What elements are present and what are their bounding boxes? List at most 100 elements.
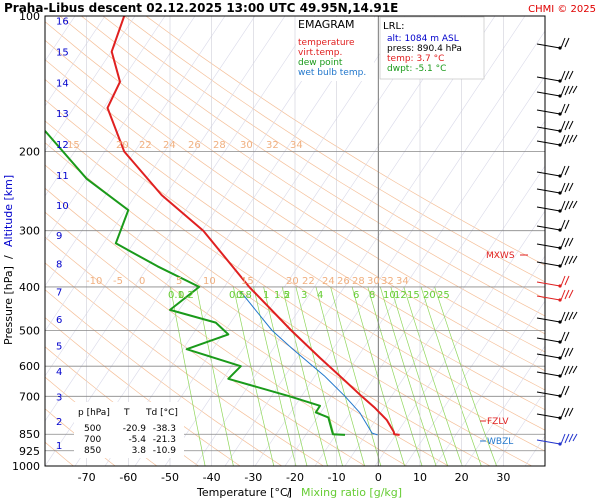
dry-adiabat-label: 20 (116, 140, 129, 151)
dry-adiabat-label: 34 (396, 276, 409, 287)
y-tick-label: 300 (19, 225, 40, 238)
legend-wet-bulb: wet bulb temp. (298, 68, 366, 78)
mixing-ratio-label: 3 (301, 290, 307, 301)
dry-adiabat-label: 10 (203, 276, 216, 287)
altitude-label: 15 (56, 47, 69, 58)
lrl-alt: alt: 1084 m ASL (387, 34, 459, 44)
legend-virt-temp: virt.temp. (298, 48, 342, 58)
altitude-label: 3 (56, 392, 62, 403)
altitude-label: 16 (56, 17, 69, 28)
altitude-label: 7 (56, 288, 62, 299)
dry-adiabat-label: 5 (176, 276, 182, 287)
mixing-ratio-label: 25 (437, 290, 450, 301)
altitude-label: 1 (56, 441, 62, 452)
x-tick-label: -10 (328, 471, 346, 484)
dry-adiabat-label: 15 (241, 276, 254, 287)
table-cell: 850 (84, 446, 101, 456)
altitude-label: 8 (56, 260, 62, 271)
dry-adiabat-label: 26 (337, 276, 350, 287)
x-tick-label: 0 (375, 471, 382, 484)
legend-temperature: temperature (298, 38, 355, 48)
x-axis-label-sep: / (287, 486, 291, 499)
table-cell: -38.3 (153, 424, 176, 434)
mixing-ratio-label: 20 (423, 290, 436, 301)
marker-wbzl: WBZL (487, 437, 513, 447)
altitude-label: 6 (56, 315, 62, 326)
lrl-dwpt: dwpt: -5.1 °C (387, 64, 446, 74)
x-tick-label: -20 (286, 471, 304, 484)
lrl-heading: LRL: (383, 21, 404, 32)
altitude-label: 13 (56, 109, 69, 120)
y-tick-label: 1000 (12, 460, 40, 473)
altitude-label: 10 (56, 201, 69, 212)
y-axis-label-pressure: Pressure [hPa] (2, 266, 15, 345)
mixing-ratio-label: 8 (369, 290, 375, 301)
dry-adiabat-label: 0 (139, 276, 145, 287)
altitude-label: 14 (56, 78, 69, 89)
dry-adiabat-label: -5 (113, 276, 123, 287)
dry-adiabat-label: -10 (86, 276, 102, 287)
dry-adiabat-label: 26 (188, 140, 201, 151)
x-tick-label: -60 (119, 471, 137, 484)
legend-dew-point: dew point (298, 58, 343, 68)
x-axis-label-mix: Mixing ratio [g/kg] (301, 486, 402, 499)
table-cell: 700 (84, 435, 101, 445)
y-tick-label: 200 (19, 145, 40, 158)
legend-heading: EMAGRAM (298, 18, 355, 31)
table-header-td: Td [°C] (145, 408, 178, 418)
mixing-ratio-label: 2 (284, 290, 290, 301)
mixing-ratio-label: 0.8 (236, 290, 252, 301)
marker-fzlv: FZLV (487, 417, 509, 427)
x-axis-label-temp: Temperature [°C] (196, 486, 292, 499)
altitude-label: 4 (56, 367, 62, 378)
chart-title: Praha-Libus descent 02.12.2025 13:00 UTC… (4, 1, 398, 15)
dry-adiabat-label: 22 (302, 276, 315, 287)
table-cell: -5.4 (128, 435, 146, 445)
dry-adiabat-label: 24 (163, 140, 176, 151)
dry-adiabat-label: 32 (266, 140, 279, 151)
y-tick-label: 600 (19, 360, 40, 373)
x-tick-label: 20 (455, 471, 469, 484)
y-axis-label-alt: Altitude [km] (2, 175, 15, 247)
x-tick-label: -40 (203, 471, 221, 484)
dry-adiabat-label: 20 (286, 276, 299, 287)
x-tick-label: 10 (413, 471, 427, 484)
sounding-table: p [hPa] T Td [°C] 500 -20.9 -38.3 700 -5… (74, 402, 184, 458)
dry-adiabat-label: 30 (240, 140, 253, 151)
lrl-temp: temp: 3.7 °C (387, 54, 444, 64)
table-cell: 500 (84, 424, 101, 434)
table-cell: -10.9 (153, 446, 177, 456)
altitude-label: 5 (56, 341, 62, 352)
mixing-ratio-label: 6 (353, 290, 359, 301)
mixing-ratio-label: 15 (407, 290, 420, 301)
dry-adiabat-label: 28 (352, 276, 365, 287)
dry-adiabat-label: 34 (290, 140, 303, 151)
lrl-press: press: 890.4 hPa (387, 44, 462, 54)
altitude-label: 9 (56, 231, 62, 242)
table-cell: -21.3 (153, 435, 176, 445)
dry-adiabat-label: 30 (367, 276, 380, 287)
lrl-box: LRL: alt: 1084 m ASL press: 890.4 hPa te… (380, 17, 484, 79)
dry-adiabat-label: 22 (139, 140, 152, 151)
altitude-label: 2 (56, 417, 62, 428)
dry-adiabat-label: 15 (67, 140, 80, 151)
mixing-ratio-label: 0.2 (178, 290, 194, 301)
table-cell: -20.9 (123, 424, 147, 434)
copyright-text: CHMI © 2025 (528, 4, 596, 15)
y-axis-label-sep: / (2, 255, 15, 259)
y-tick-label: 925 (19, 445, 40, 458)
x-tick-label: -30 (244, 471, 262, 484)
dry-adiabat-label: 32 (381, 276, 394, 287)
table-header-p: p [hPa] (78, 408, 110, 418)
mixing-ratio-label: 12 (394, 290, 407, 301)
y-tick-label: 400 (19, 281, 40, 294)
table-cell: 3.8 (132, 446, 147, 456)
dry-adiabat-label: 28 (213, 140, 226, 151)
x-tick-label: -50 (161, 471, 179, 484)
marker-mxws: MXWS (486, 251, 515, 261)
y-tick-label: 850 (19, 428, 40, 441)
y-tick-label: 700 (19, 390, 40, 403)
x-tick-label: -70 (78, 471, 96, 484)
y-tick-label: 500 (19, 325, 40, 338)
